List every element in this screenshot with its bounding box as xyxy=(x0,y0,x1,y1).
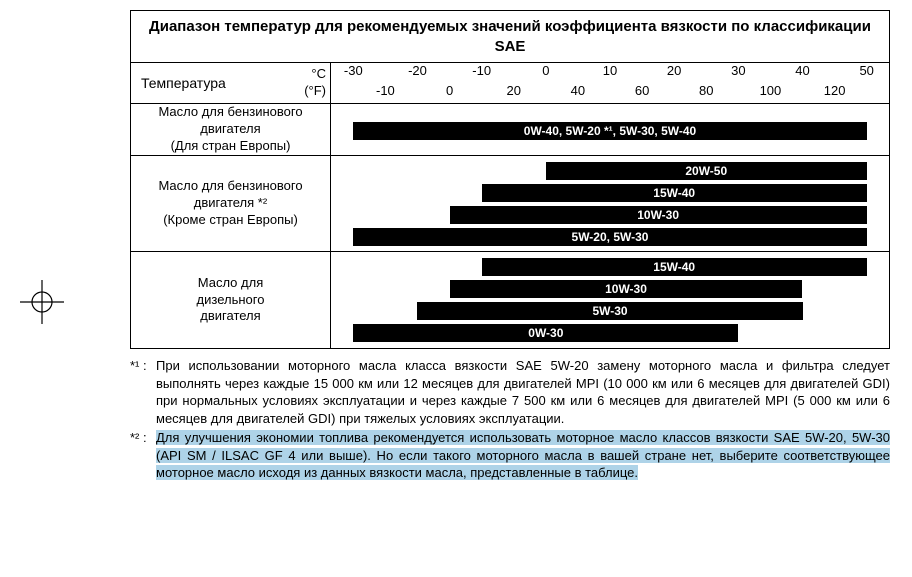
footnote-marker: *¹ : xyxy=(130,357,156,427)
tick-f: 40 xyxy=(571,83,585,98)
footnotes: *¹ :При использовании моторного масла кл… xyxy=(130,357,890,482)
footnote: *¹ :При использовании моторного масла кл… xyxy=(130,357,890,427)
registration-mark xyxy=(20,280,64,324)
tick-f: 80 xyxy=(699,83,713,98)
data-rows: Масло для бензиновогодвигателя(Для стран… xyxy=(131,104,889,348)
tick-c: -20 xyxy=(408,63,427,78)
axis-label-cell: Температура °C (°F) xyxy=(131,63,331,103)
row-label-line: двигателя *² xyxy=(194,195,267,212)
viscosity-bar: 15W-40 xyxy=(482,184,867,202)
tick-c: 0 xyxy=(542,63,549,78)
row-label-line: (Кроме стран Европы) xyxy=(163,212,298,229)
viscosity-table: Диапазон температур для рекомендуемых зн… xyxy=(130,10,890,349)
axis-label: Температура xyxy=(141,75,226,91)
viscosity-bar: 20W-50 xyxy=(546,162,867,180)
row-chart: 15W-40 10W-30 5W-30 0W-30 xyxy=(331,252,889,348)
main-container: Диапазон температур для рекомендуемых зн… xyxy=(130,10,890,484)
tick-f: 120 xyxy=(824,83,846,98)
viscosity-bar: 10W-30 xyxy=(450,280,803,298)
tick-c: 30 xyxy=(731,63,745,78)
viscosity-bar: 10W-30 xyxy=(450,206,867,224)
tick-c: 50 xyxy=(859,63,873,78)
row-chart: 0W-40, 5W-20 *¹, 5W-30, 5W-40 xyxy=(331,104,889,155)
axis-row: Температура °C (°F) -30 -20 -10 0 10 20 30 40 50… xyxy=(131,63,889,104)
data-row: Масло для бензиновогодвигателя *²(Кроме … xyxy=(131,156,889,252)
row-label: Масло длядизельногодвигателя xyxy=(131,252,331,348)
data-row: Масло для бензиновогодвигателя(Для стран… xyxy=(131,104,889,156)
viscosity-bar: 5W-20, 5W-30 xyxy=(353,228,866,246)
row-label-line: двигателя xyxy=(200,121,260,138)
tick-c: 20 xyxy=(667,63,681,78)
footnote-marker: *² : xyxy=(130,429,156,482)
row-label-line: Масло для xyxy=(198,275,264,292)
tick-c: -10 xyxy=(472,63,491,78)
viscosity-bar: 0W-30 xyxy=(353,324,738,342)
viscosity-bar: 15W-40 xyxy=(482,258,867,276)
row-chart: 20W-50 15W-40 10W-30 5W-20, 5W-30 xyxy=(331,156,889,251)
tick-f: 60 xyxy=(635,83,649,98)
tick-f: 20 xyxy=(507,83,521,98)
tick-c: 10 xyxy=(603,63,617,78)
row-label-line: Масло для бензинового xyxy=(158,104,302,121)
tick-c: 40 xyxy=(795,63,809,78)
footnote-text: При использовании моторного масла класса… xyxy=(156,357,890,427)
tick-c: -30 xyxy=(344,63,363,78)
unit-f: (°F) xyxy=(294,83,326,100)
viscosity-bar: 5W-30 xyxy=(417,302,802,320)
row-label: Масло для бензиновогодвигателя(Для стран… xyxy=(131,104,331,155)
row-label-line: двигателя xyxy=(200,308,260,325)
footnote-text: Для улучшения экономии топлива рекоменду… xyxy=(156,429,890,482)
data-row: Масло длядизельногодвигателя 15W-40 10W-30… xyxy=(131,252,889,348)
axis-scale: -30 -20 -10 0 10 20 30 40 50 -10 0 20 40 60 80 100 120 xyxy=(331,63,889,103)
fahrenheit-ticks: -10 0 20 40 60 80 100 120 xyxy=(331,83,889,103)
row-label-line: (Для стран Европы) xyxy=(171,138,291,155)
unit-c: °C xyxy=(294,66,326,83)
viscosity-bar: 0W-40, 5W-20 *¹, 5W-30, 5W-40 xyxy=(353,122,866,140)
table-title: Диапазон температур для рекомендуемых зн… xyxy=(131,11,889,63)
row-label-line: Масло для бензинового xyxy=(158,178,302,195)
tick-f: -10 xyxy=(376,83,395,98)
row-label-line: дизельного xyxy=(197,292,265,309)
celsius-ticks: -30 -20 -10 0 10 20 30 40 50 xyxy=(331,63,889,83)
footnote: *² :Для улучшения экономии топлива реком… xyxy=(130,429,890,482)
tick-f: 0 xyxy=(446,83,453,98)
highlighted-text: Для улучшения экономии топлива рекоменду… xyxy=(156,430,890,480)
tick-f: 100 xyxy=(760,83,782,98)
row-label: Масло для бензиновогодвигателя *²(Кроме … xyxy=(131,156,331,251)
